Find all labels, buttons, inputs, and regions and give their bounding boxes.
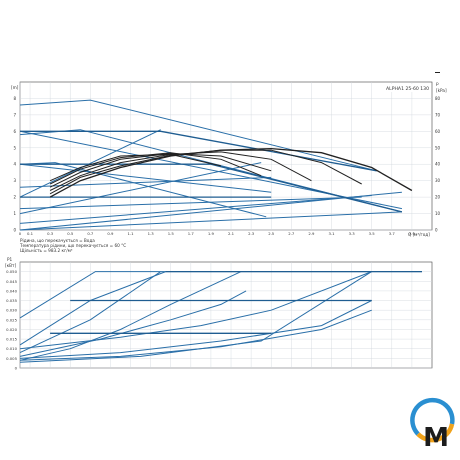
head-tick-label: 5 [13,145,16,150]
power-tick-label: 0.030 [6,308,17,313]
pressure-tick-label: 40 [435,162,441,167]
flow-tick-label: 3.5 [369,231,376,236]
head-chart-grid [19,82,432,231]
head-curve-9 [19,195,372,224]
flow-tick-label: 1.1 [128,231,135,236]
brand-logo: M [410,397,455,453]
flow-tick-label: 0.5 [67,231,74,236]
power-tick-label: 0.050 [6,269,17,274]
head-flow-chart: 0 0.1 0.3 0.5 0.7 0.9 1.1 1.3 1.5 1.7 1.9 2.1 2.3 2.5… [11,81,447,253]
flow-tick-label: 0.3 [47,231,54,236]
pressure-tick-label: 20 [435,195,441,200]
logo-letter: M [423,423,449,453]
power-tick-label: 0.020 [6,327,17,332]
head-curve-8 [19,211,402,231]
pressure-tick-label: 0 [435,228,438,233]
head-tick-label: 7 [13,112,16,117]
flow-tick-label: 1.3 [148,231,155,236]
fluid-note: Рідина, що перекачується = Вода [20,238,95,243]
power-chart-frame [19,261,433,369]
head-tick-label: 2 [13,195,16,200]
flow-tick-label: 1.5 [168,231,175,236]
pressure-tick-label: 50 [435,145,441,150]
model-label-box [384,84,430,92]
logo-ring [410,397,455,436]
head-tick-label: 0 [13,228,16,233]
head-curve-6 [19,162,262,215]
power-flow-chart: 0 0.005 0.010 0.015 0.020 0.025 0.030 0.035 0.04… [5,257,433,371]
power-curve-5 [19,271,372,350]
flow-tick-label: 0 [19,231,22,236]
flow-tick-label: 3.3 [349,231,356,236]
head-chart-ticks: 0 0.1 0.3 0.5 0.7 0.9 1.1 1.3 1.5 1.7 1.9 2.1 2.3 2.5… [13,96,440,236]
power-curve-3 [19,271,242,361]
pressure-tick-label: 30 [435,178,441,183]
flow-tick-label: 1.7 [188,231,195,236]
pump-model-title: ALPHA1 25-60 130 [386,86,429,92]
pressure-axis-symbol: p [436,81,439,86]
head-tick-label: 1 [13,211,16,216]
flow-tick-label: 2.5 [268,231,275,236]
flow-tick-label: 3.1 [328,231,335,236]
head-curve-11 [19,176,272,188]
power-axis-unit: [кВт] [5,263,16,268]
head-chart-series [19,99,413,231]
flow-tick-label: 2.1 [228,231,235,236]
flow-tick-label: 0.9 [107,231,114,236]
power-axis-symbol: P1 [7,257,13,262]
head-curve-12 [20,130,377,172]
power-tick-label: 0.015 [6,337,17,342]
pressure-tick-label: 10 [435,211,441,216]
head-curve-13 [20,163,403,213]
density-note: Щільність = 983.2 кг/м³ [20,248,73,253]
power-tick-label: 0.040 [6,288,17,293]
head-curve-4 [19,163,272,193]
flow-tick-label: 2.9 [308,231,315,236]
power-curve-6 [19,300,372,359]
head-tick-label: 4 [13,162,16,167]
flow-axis-label: Q [м³/год] [408,232,430,237]
head-curve-18 [49,152,272,188]
flow-tick-label: 2.3 [248,231,255,236]
pressure-tick-label: 60 [435,129,441,134]
power-tick-label: 0.045 [6,279,17,284]
flow-tick-label: 3.9 [409,231,416,236]
head-tick-label: 8 [13,96,16,101]
power-curve-2 [19,271,161,354]
power-chart-ticks: 0 0.005 0.010 0.015 0.020 0.025 0.030 0.035 0.04… [6,269,17,370]
pressure-tick-label: 70 [435,112,441,117]
power-curve-7 [19,309,372,361]
power-tick-label: 0.005 [6,356,17,361]
head-axis-unit: [m] [11,85,19,90]
head-tick-label: 3 [13,178,16,183]
head-chart-frame [19,81,433,231]
head-tick-label: 6 [13,129,16,134]
power-tick-label: 0 [15,366,18,371]
pressure-axis-unit: [kPa] [436,88,447,93]
flow-tick-label: 2.7 [288,231,295,236]
flow-tick-label: 3.7 [389,231,396,236]
head-curve-0 [19,99,377,172]
power-curve-8 [19,271,372,363]
flow-tick-label: 1.9 [208,231,215,236]
logo-accent [416,423,455,443]
temperature-note: Температура рідини, що перекачується = 6… [19,243,126,248]
power-tick-label: 0.035 [6,298,17,303]
power-tick-label: 0.025 [6,317,17,322]
top-dash-mark [435,72,440,73]
flow-tick-label: 0.1 [27,231,34,236]
head-curve-10 [19,196,362,210]
power-chart-series [19,270,422,363]
flow-tick-label: 0.7 [87,231,94,236]
pressure-tick-label: 80 [435,96,441,101]
power-tick-label: 0.010 [6,346,17,351]
head-curve-20 [49,153,222,182]
